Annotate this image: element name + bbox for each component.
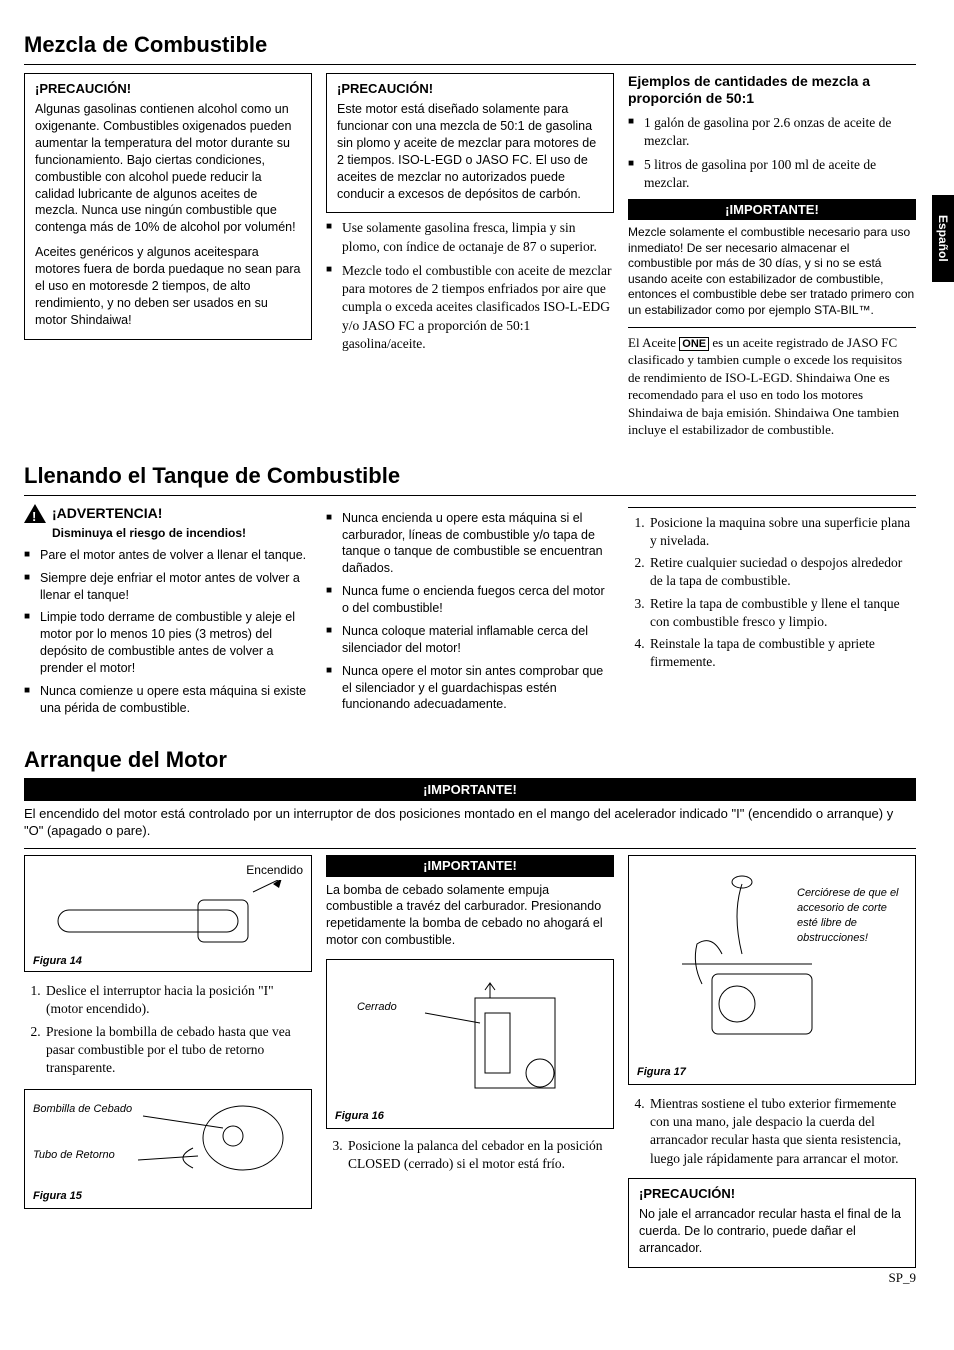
examples-heading: Ejemplos de cantidades de mezcla a propo… xyxy=(628,73,916,108)
list-item: Limpie todo derrame de combustible y ale… xyxy=(24,609,312,677)
fig17-callout: Cerciórese de que el accesorio de corte … xyxy=(797,886,907,945)
fig16-callout: Cerrado xyxy=(357,1000,397,1015)
arranque-col3: Cerciórese de que el accesorio de corte … xyxy=(628,855,916,1268)
warning-row: ¡ADVERTENCIA! xyxy=(24,504,312,523)
list-item: Mezcle todo el combustible con aceite de… xyxy=(326,262,614,353)
language-tab: Español xyxy=(932,195,954,282)
warning-list-2: Nunca encienda u opere esta máquina si e… xyxy=(326,510,614,714)
fig15-callout-1: Bombilla de Cebado xyxy=(33,1102,132,1117)
one-oil-paragraph: El Aceite ONE es un aceite registrado de… xyxy=(628,334,916,439)
precaution-text: No jale el arrancador recular hasta el f… xyxy=(639,1206,905,1257)
precaution-box-1: ¡PRECAUCIÓN! Algunas gasolinas contienen… xyxy=(24,73,312,340)
precaution-box-3: ¡PRECAUCIÓN! No jale el arrancador recul… xyxy=(628,1178,916,1268)
figure-15: Bombilla de Cebado Tubo de Retorno Figur… xyxy=(24,1089,312,1209)
step-item: Presione la bombilla de cebado hasta que… xyxy=(44,1023,312,1078)
fig16-label: Figura 16 xyxy=(335,1109,384,1124)
section-title-arranque: Arranque del Motor xyxy=(24,745,916,775)
divider xyxy=(628,327,916,328)
precaution-text: Este motor está diseñado solamente para … xyxy=(337,101,603,202)
step-item: Deslice el interruptor hacia la posición… xyxy=(44,982,312,1018)
precaution-title: ¡PRECAUCIÓN! xyxy=(337,80,603,98)
warning-list-1: Pare el motor antes de volver a llenar e… xyxy=(24,547,312,717)
fig14-illustration xyxy=(48,880,288,950)
section-title-mezcla: Mezcla de Combustible xyxy=(24,30,916,60)
importante-bar: ¡IMPORTANTE! xyxy=(628,199,916,221)
precaution-text: Algunas gasolinas contienen alcohol como… xyxy=(35,101,301,236)
list-item: 1 galón de gasolina por 2.6 onzas de ace… xyxy=(628,114,916,150)
start-step-4: Mientras sostiene el tubo exterior firme… xyxy=(628,1095,916,1168)
mezcla-col1: ¡PRECAUCIÓN! Algunas gasolinas contienen… xyxy=(24,73,312,447)
divider xyxy=(24,495,916,496)
mezcla-col2: ¡PRECAUCIÓN! Este motor está diseñado so… xyxy=(326,73,614,447)
examples-list: 1 galón de gasolina por 2.6 onzas de ace… xyxy=(628,114,916,193)
importante-bar-2: ¡IMPORTANTE! xyxy=(326,855,614,877)
arranque-intro: El encendido del motor está controlado p… xyxy=(24,805,916,840)
arranque-col1: Encendido Figura 14 Deslice el interrupt… xyxy=(24,855,312,1268)
figure-17: Cerciórese de que el accesorio de corte … xyxy=(628,855,916,1085)
fig15-label: Figura 15 xyxy=(33,1189,82,1204)
fig17-label: Figura 17 xyxy=(637,1065,686,1080)
list-item: Nunca fume o encienda fuegos cerca del m… xyxy=(326,583,614,617)
step-item: Mientras sostiene el tubo exterior firme… xyxy=(648,1095,916,1168)
divider xyxy=(24,848,916,849)
list-item: Pare el motor antes de volver a llenar e… xyxy=(24,547,312,564)
mezcla-col3: Ejemplos de cantidades de mezcla a propo… xyxy=(628,73,916,447)
llenando-columns: ¡ADVERTENCIA! Disminuya el riesgo de inc… xyxy=(24,504,916,723)
page-number: SP_9 xyxy=(889,1269,916,1287)
step-item: Posicione la palanca del cebador en la p… xyxy=(346,1137,614,1173)
list-item: Nunca opere el motor sin antes comprobar… xyxy=(326,663,614,714)
importante-text: Mezcle solamente el combustible necesari… xyxy=(628,225,916,319)
step-item: Retire la tapa de combustible y llene el… xyxy=(648,595,916,631)
llenando-col1: ¡ADVERTENCIA! Disminuya el riesgo de inc… xyxy=(24,504,312,723)
figure-14: Encendido Figura 14 xyxy=(24,855,312,972)
fill-steps: Posicione la maquina sobre una superfici… xyxy=(628,514,916,672)
list-item: Use solamente gasolina fresca, limpia y … xyxy=(326,219,614,255)
list-item: Nunca coloque material inflamable cerca … xyxy=(326,623,614,657)
precaution-title: ¡PRECAUCIÓN! xyxy=(35,80,301,98)
fig16-illustration xyxy=(345,968,595,1108)
fig15-callout-2: Tubo de Retorno xyxy=(33,1148,115,1163)
divider xyxy=(24,64,916,65)
precaution-text: Aceites genéricos y algunos aceitespara … xyxy=(35,244,301,328)
figure-16: Cerrado Figura 16 xyxy=(326,959,614,1129)
warning-title: ¡ADVERTENCIA! xyxy=(52,504,162,523)
precaution-title: ¡PRECAUCIÓN! xyxy=(639,1185,905,1203)
mix-instructions-list: Use solamente gasolina fresca, limpia y … xyxy=(326,219,614,353)
llenando-col2: Nunca encienda u opere esta máquina si e… xyxy=(326,504,614,723)
importante-bar: ¡IMPORTANTE! xyxy=(24,779,916,801)
list-item: Nunca comienze u opere esta máquina si e… xyxy=(24,683,312,717)
importante-text-2: La bomba de cebado solamente empuja comb… xyxy=(326,882,614,950)
step-item: Retire cualquier suciedad o despojos alr… xyxy=(648,554,916,590)
list-item: Siempre deje enfriar el motor antes de v… xyxy=(24,570,312,604)
precaution-box-2: ¡PRECAUCIÓN! Este motor está diseñado so… xyxy=(326,73,614,214)
section-title-llenando: Llenando el Tanque de Combustible xyxy=(24,461,916,491)
llenando-col3: Posicione la maquina sobre una superfici… xyxy=(628,504,916,723)
divider xyxy=(628,507,916,508)
fig14-label: Figura 14 xyxy=(33,954,303,969)
list-item: 5 litros de gasolina por 100 ml de aceit… xyxy=(628,156,916,192)
arranque-columns: Encendido Figura 14 Deslice el interrupt… xyxy=(24,855,916,1268)
fig14-callout: Encendido xyxy=(33,862,303,878)
start-steps-a: Deslice el interruptor hacia la posición… xyxy=(24,982,312,1077)
step-item: Reinstale la tapa de combustible y aprie… xyxy=(648,635,916,671)
mezcla-columns: ¡PRECAUCIÓN! Algunas gasolinas contienen… xyxy=(24,73,916,447)
list-item: Nunca encienda u opere esta máquina si e… xyxy=(326,510,614,578)
warning-subtitle: Disminuya el riesgo de incendios! xyxy=(52,525,312,541)
step-item: Posicione la maquina sobre una superfici… xyxy=(648,514,916,550)
warning-triangle-icon xyxy=(24,504,46,523)
start-step-3: Posicione la palanca del cebador en la p… xyxy=(326,1137,614,1173)
arranque-col2: ¡IMPORTANTE! La bomba de cebado solament… xyxy=(326,855,614,1268)
one-logo: ONE xyxy=(679,337,709,351)
